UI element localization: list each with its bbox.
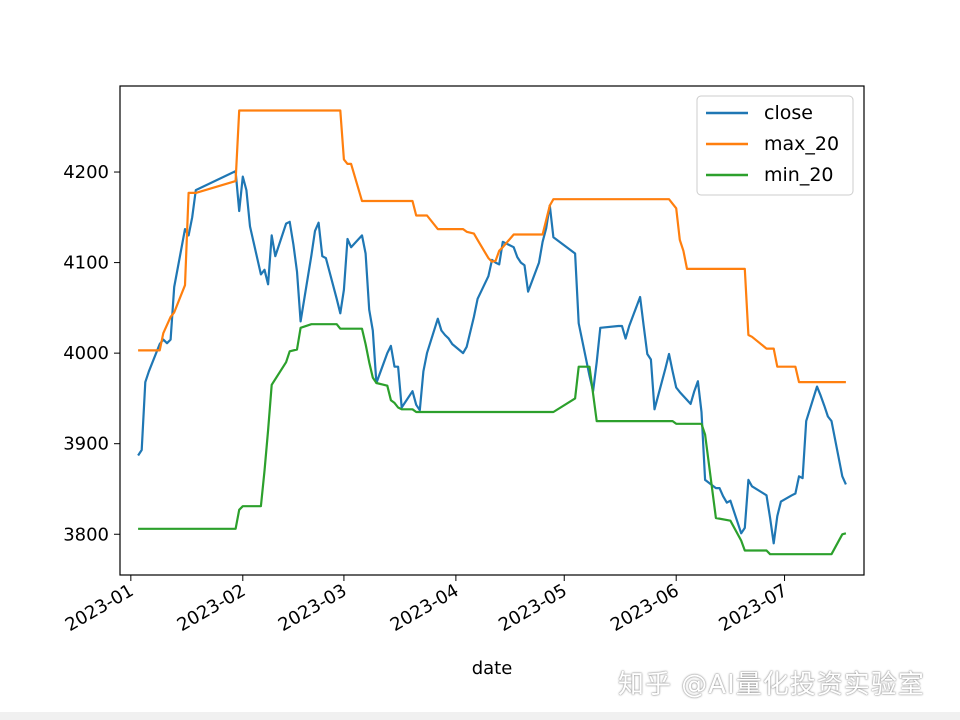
legend-label-close: close: [764, 102, 813, 124]
series-layer: [137, 109, 847, 556]
series-line-min_20: [138, 323, 847, 556]
y-tick-label: 4200: [63, 162, 109, 183]
legend: close max_20 min_20: [696, 95, 854, 196]
y-tick-label: 4100: [63, 253, 109, 274]
series-line-max_20: [138, 109, 846, 384]
y-tick-label: 4000: [63, 343, 109, 364]
legend-box: [696, 95, 854, 196]
y-axis: 3800 3900 4000 4100 4200: [63, 162, 120, 545]
plot-frame: [119, 85, 865, 576]
legend-label-max_20: max_20: [764, 133, 839, 155]
y-tick-label: 3900: [63, 434, 109, 455]
watermark: 知乎 @AI量化投资实验室: [618, 670, 925, 700]
bottom-strip: [0, 712, 960, 720]
legend-label-min_20: min_20: [764, 164, 834, 186]
x-axis-label: date: [472, 658, 513, 679]
y-tick-label: 3800: [63, 524, 109, 545]
